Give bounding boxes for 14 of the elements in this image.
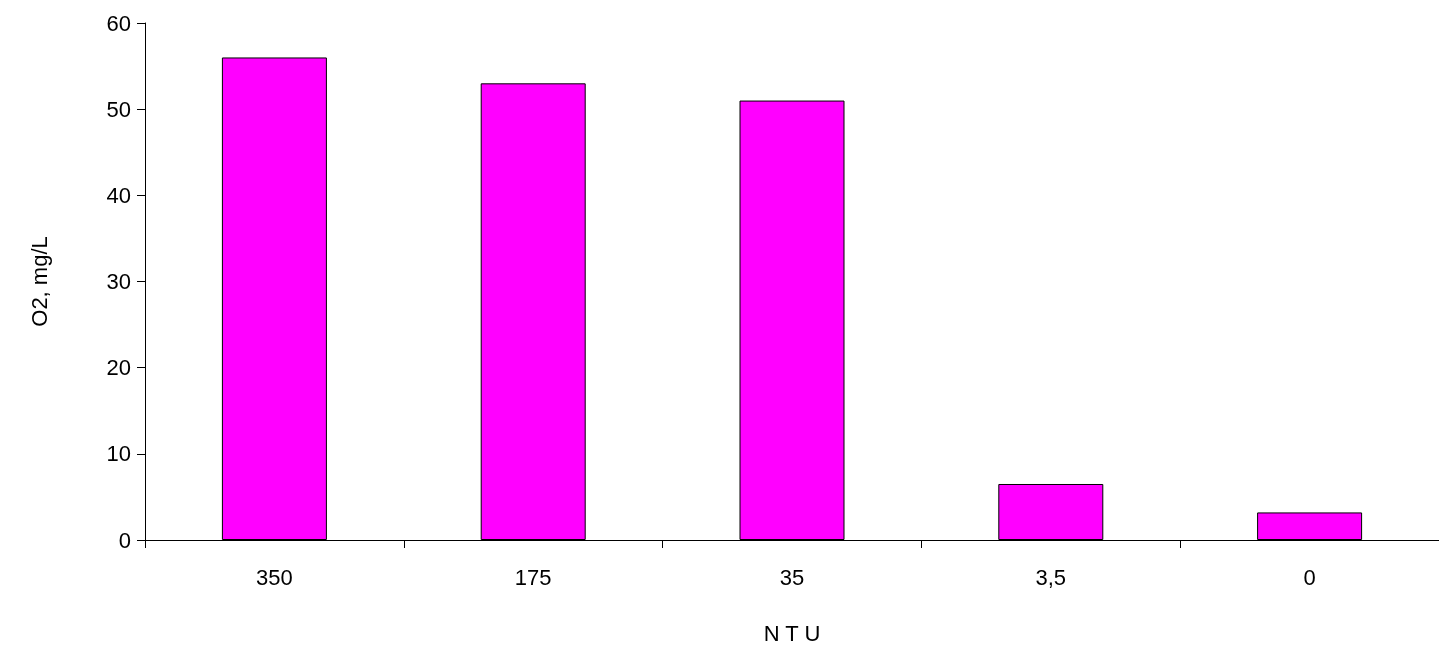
x-tick-label: 35 xyxy=(779,564,805,590)
y-tick-label: 10 xyxy=(106,441,131,467)
y-tick-label: 60 xyxy=(106,10,131,36)
x-tick-label: 3,5 xyxy=(1035,564,1067,590)
y-tick-label: 50 xyxy=(106,96,131,122)
y-tick-label: 0 xyxy=(118,527,131,553)
y-axis-title: O2, mg/L xyxy=(26,236,52,327)
y-tick-label: 30 xyxy=(106,269,131,294)
x-axis-title: N T U xyxy=(763,620,821,646)
x-tick-label: 350 xyxy=(256,564,293,590)
x-tick-label: 175 xyxy=(514,564,552,590)
y-tick-label: 20 xyxy=(106,355,131,381)
y-tick-label: 40 xyxy=(106,182,131,208)
x-tick-label: 0 xyxy=(1303,564,1316,590)
